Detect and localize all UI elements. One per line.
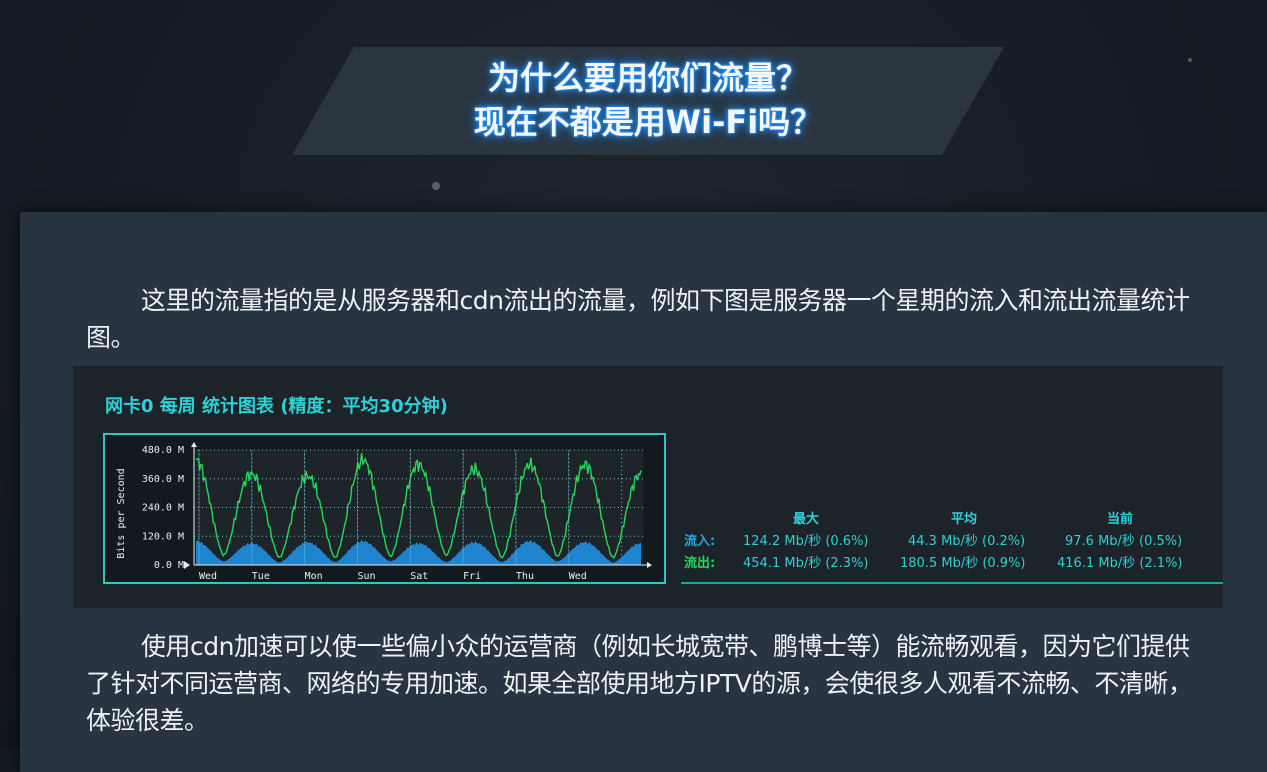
stats-underline xyxy=(681,582,1223,584)
x-tick-label: Wed xyxy=(199,571,217,582)
stats-out-max: 454.1 Mb/秒 (2.3%) xyxy=(743,556,869,571)
background-dot xyxy=(1188,58,1192,62)
x-tick-label: Mon xyxy=(305,571,323,582)
traffic-chart-box: 网卡0 每周 统计图表 (精度：平均30分钟) 0.0 M 120.0 M 240.… xyxy=(73,366,1223,608)
y-axis-arrow xyxy=(191,442,197,447)
stats-in-avg: 44.3 Mb/秒 (0.2%) xyxy=(908,534,1026,549)
series-inbound-area xyxy=(196,539,641,565)
stats-header-avg: 平均 xyxy=(951,512,978,527)
x-tick-label: Thu xyxy=(516,571,534,582)
stats-label-out: 流出: xyxy=(684,556,716,571)
origin-marker xyxy=(184,561,190,569)
x-tick-label: Fri xyxy=(463,571,481,582)
banner-title-line1: 为什么要用你们流量？ xyxy=(487,59,808,97)
intro-paragraph: 这里的流量指的是从服务器和cdn流出的流量，例如下图是服务器一个星期的流入和流出… xyxy=(86,286,1190,352)
stats-in-max: 124.2 Mb/秒 (0.6%) xyxy=(743,534,869,549)
stats-label-in: 流入: xyxy=(684,534,716,549)
y-tick-label: 480.0 M xyxy=(142,445,184,456)
y-tick-label: 120.0 M xyxy=(142,531,184,542)
stats-in-current: 97.6 Mb/秒 (0.5%) xyxy=(1065,534,1183,549)
series-outbound-line xyxy=(195,453,642,559)
y-axis-label: Bits per Second xyxy=(116,468,127,558)
x-tick-label: Sun xyxy=(357,571,375,582)
chart-title: 网卡0 每周 统计图表 (精度：平均30分钟) xyxy=(105,396,448,417)
y-tick-label: 360.0 M xyxy=(142,474,184,485)
x-tick-label: Tue xyxy=(252,571,270,582)
x-axis-arrow xyxy=(647,562,652,568)
x-tick-label: Wed xyxy=(569,571,587,582)
traffic-chart: 0.0 M 120.0 M 240.0 M 360.0 M 480.0 M Wed Tue M… xyxy=(103,433,666,584)
stats-header-current: 当前 xyxy=(1107,512,1134,527)
title-banner xyxy=(292,47,1004,155)
x-tick-label: Sat xyxy=(410,571,428,582)
stats-header-max: 最大 xyxy=(793,512,820,527)
stats-out-current: 416.1 Mb/秒 (2.1%) xyxy=(1057,556,1183,571)
banner-title-line2: 现在不都是用Wi-Fi吗？ xyxy=(473,103,823,141)
cdn-paragraph: 使用cdn加速可以使一些偏小众的运营商（例如长城宽带、鹏博士等）能流畅观看，因为… xyxy=(86,632,1193,735)
y-tick-label: 0.0 M xyxy=(154,560,184,571)
banner-title: 为什么要用你们流量？ 现在不都是用Wi-Fi吗？ xyxy=(292,56,1004,144)
y-tick-label: 240.0 M xyxy=(142,503,184,514)
stats-out-avg: 180.5 Mb/秒 (0.9%) xyxy=(900,556,1026,571)
background-dot xyxy=(432,182,440,190)
